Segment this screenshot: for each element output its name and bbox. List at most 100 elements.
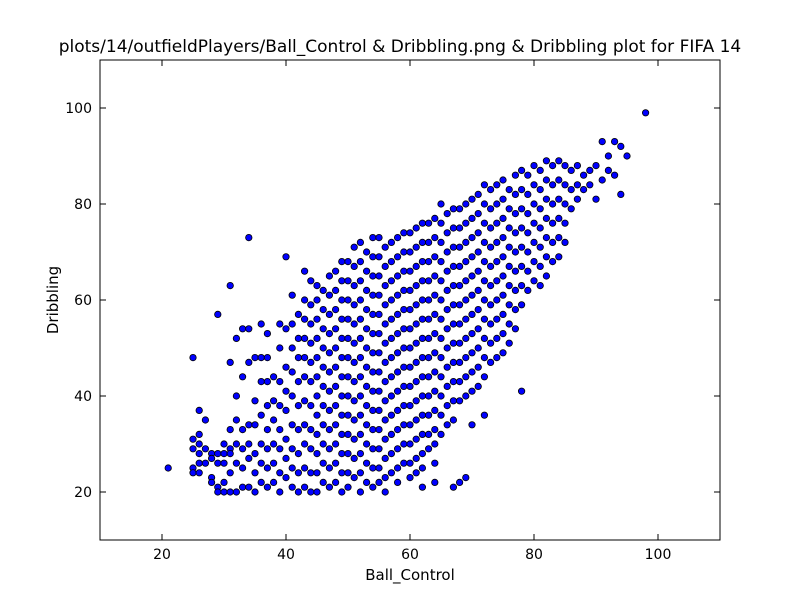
data-point	[468, 349, 476, 357]
data-point	[375, 329, 383, 338]
data-point	[201, 416, 209, 424]
data-point	[313, 411, 321, 419]
data-point	[282, 454, 290, 462]
data-point	[449, 301, 457, 309]
data-point	[381, 243, 389, 251]
data-point	[412, 358, 420, 366]
data-point	[412, 416, 420, 424]
data-point	[338, 353, 346, 362]
data-point	[400, 440, 408, 448]
data-point	[424, 238, 433, 246]
data-point	[449, 358, 457, 366]
data-point	[344, 469, 352, 477]
data-point	[406, 325, 414, 333]
data-point	[375, 406, 383, 414]
data-point	[375, 349, 383, 357]
data-point	[369, 253, 377, 261]
data-point	[474, 363, 482, 371]
data-point	[412, 320, 420, 328]
data-point	[400, 286, 408, 294]
data-point	[375, 272, 383, 280]
data-point	[350, 397, 358, 405]
data-point	[400, 229, 408, 237]
data-point	[325, 291, 333, 299]
data-point	[276, 377, 284, 386]
data-point	[257, 478, 265, 486]
data-point	[455, 397, 464, 405]
y-tick-label: 20	[74, 485, 92, 501]
data-point	[232, 459, 240, 467]
data-point	[269, 416, 278, 424]
data-point	[567, 186, 575, 194]
data-point	[424, 219, 433, 227]
data-point	[232, 334, 240, 342]
y-tick-label: 40	[74, 389, 92, 405]
data-point	[276, 425, 284, 434]
data-point	[387, 296, 395, 304]
data-point	[443, 305, 451, 314]
data-point	[511, 210, 520, 218]
data-point	[356, 257, 364, 266]
data-point	[480, 334, 488, 342]
data-point	[375, 478, 383, 486]
data-point	[300, 397, 309, 405]
data-point	[232, 416, 240, 424]
data-point	[331, 305, 340, 314]
data-point	[381, 320, 389, 328]
data-point	[567, 166, 575, 174]
x-tick-label: 40	[277, 547, 295, 563]
data-point	[307, 320, 315, 328]
data-point	[499, 349, 507, 357]
data-point	[344, 449, 352, 458]
data-point	[369, 368, 377, 376]
data-point	[412, 262, 420, 270]
data-point	[418, 219, 426, 227]
data-point	[505, 224, 513, 232]
data-point	[350, 358, 358, 366]
data-point	[195, 469, 203, 477]
data-point	[319, 305, 327, 314]
data-point	[462, 219, 470, 227]
data-point	[393, 478, 402, 486]
data-point	[251, 353, 259, 362]
axis-ticks: 20 40 60 80 100 20 40 60 80 100	[65, 60, 720, 563]
data-point	[307, 339, 315, 347]
data-point	[499, 195, 507, 203]
data-point	[561, 238, 569, 246]
data-point	[424, 315, 433, 323]
data-point	[474, 190, 482, 198]
data-point	[276, 344, 284, 352]
data-point	[338, 392, 346, 400]
data-point	[307, 469, 315, 477]
data-point	[505, 320, 513, 328]
data-point	[400, 248, 408, 256]
data-point	[511, 248, 520, 256]
x-axis-label: Ball_Control	[365, 566, 455, 585]
data-point	[307, 358, 315, 366]
data-point	[245, 234, 253, 242]
data-point	[474, 305, 482, 314]
data-point	[325, 272, 333, 280]
data-point	[381, 358, 389, 366]
data-point	[437, 430, 445, 438]
data-point	[468, 214, 476, 222]
data-point	[468, 368, 476, 376]
data-point	[239, 464, 247, 472]
data-point	[524, 190, 532, 198]
data-point	[325, 329, 333, 338]
data-point	[610, 138, 619, 146]
data-point	[344, 334, 352, 342]
data-point	[356, 411, 364, 419]
data-point	[462, 296, 470, 304]
data-point	[257, 353, 265, 362]
data-point	[610, 171, 619, 179]
data-point	[220, 488, 228, 496]
data-point	[555, 195, 563, 203]
data-point	[338, 449, 346, 458]
data-point	[468, 310, 476, 318]
data-point	[300, 373, 309, 381]
data-point	[443, 267, 451, 275]
data-point	[245, 325, 253, 333]
data-point	[375, 464, 383, 472]
data-point	[313, 296, 321, 304]
